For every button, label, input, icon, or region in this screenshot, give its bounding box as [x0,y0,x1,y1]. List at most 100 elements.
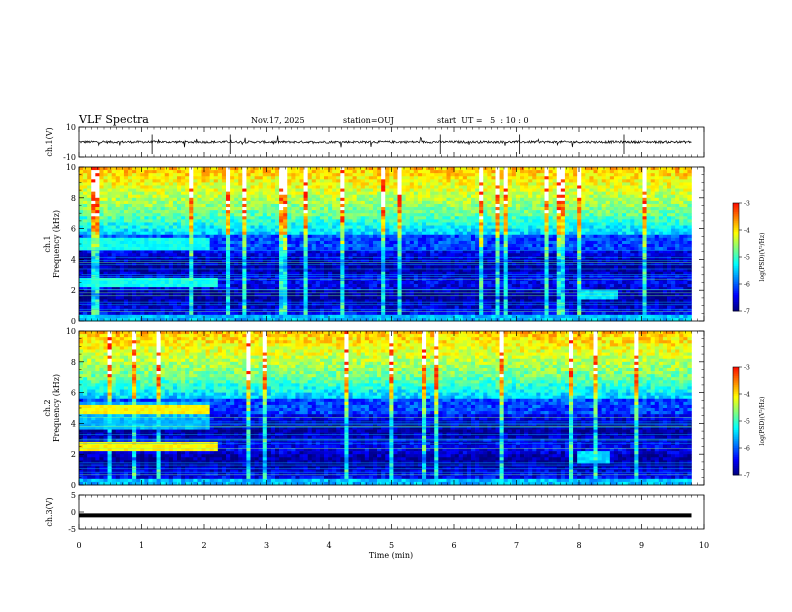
spectrogram-cell [475,219,480,223]
spectrogram-cell [454,216,460,220]
spectrogram-cell [328,234,333,239]
spectrogram-cell [250,290,255,294]
spectrogram-cell [177,311,182,316]
spectrogram-cell [258,191,264,196]
spectrogram-cell [128,302,133,306]
spectrogram-cell [221,265,227,269]
spectrogram-cell [217,210,223,214]
spectrogram-cell [270,302,276,306]
spectrogram-cell [450,219,455,223]
spectrogram-cell [95,179,100,183]
spectrogram-cell [471,191,476,196]
spectrogram-cell [438,207,443,211]
spectrogram-cell [287,210,292,214]
spectrogram-cell [172,287,178,291]
spectrogram-cell [275,317,280,322]
spectrogram-cell [144,277,149,282]
spectrogram-cell [177,237,182,242]
spectrogram-cell [209,311,215,316]
spectrogram-cell [442,225,447,229]
spectrogram-cell [377,225,382,229]
spectrogram-cell [79,308,84,313]
spectrogram-cell [91,259,96,263]
spectrogram-cell [434,194,439,199]
spectrogram-cell [266,188,272,192]
spectrogram-cell [471,170,476,174]
spectrogram-cell [83,185,88,189]
spectrogram-cell [164,179,170,183]
spectrogram-cell [471,265,476,269]
spectrogram-cell [434,219,439,223]
spectrogram-cell [111,317,117,322]
spectrogram-cell [340,219,345,223]
spectrogram-cell [446,247,451,251]
spectrogram-cell [242,228,247,232]
spectrogram-cell [434,191,439,196]
spectrogram-cell [103,311,108,316]
spectrogram-cell [291,259,296,263]
spectrogram-cell [201,200,206,205]
spectrogram-cell [123,176,129,180]
spectrogram-cell [434,290,439,294]
spectrogram-cell [291,191,296,196]
spectrogram-cell [160,197,166,202]
spectrogram-cell [389,305,394,309]
spectrogram-cell [430,216,435,220]
spectrogram-cell [332,240,337,245]
spectrogram-cell [177,265,182,269]
spectrogram-cell [181,234,186,239]
spectrogram-cell [181,240,186,245]
spectrogram-cell [177,299,182,303]
spectrogram-cell [119,182,125,186]
spectrogram-cell [238,231,243,236]
spectrogram-cell [356,234,362,239]
spectrogram-cell [181,170,186,174]
spectrogram-cell [422,265,427,269]
spectrogram-cell [123,259,129,263]
spectrogram-cell [360,176,366,180]
spectrogram-cell [311,231,317,236]
spectrogram-cell [377,167,382,171]
spectrogram-cell [185,259,190,263]
spectrogram-cell [471,203,476,208]
spectrogram-cell [397,225,402,229]
spectrogram-cell [360,228,366,232]
spectrogram-cell [356,284,362,288]
spectrogram-cell [324,268,329,273]
spectrogram-cell [389,216,394,220]
spectrogram-cell [258,253,264,257]
spectrogram-cell [99,173,104,177]
spectrogram-cell [242,203,247,208]
spectrogram-cell [95,173,100,177]
spectrogram-cell [148,287,153,291]
spectrogram-cell [258,280,264,285]
spectrogram-cell [430,271,435,276]
spectrogram-cell [405,268,411,273]
spectrogram-cell [377,271,382,276]
spectrogram-cell [266,293,272,297]
spectrogram-cell [328,225,333,229]
spectrogram-cell [299,299,304,303]
spectrogram-cell [426,203,431,208]
spectrogram-cell [270,271,276,276]
spectrogram-cell [234,250,239,254]
spectrogram-cell [381,213,386,217]
spectrogram-cell [201,271,206,276]
spectrogram-cell [458,176,464,180]
spectrogram-cell [348,167,353,171]
spectrogram-cell [475,308,480,313]
spectrogram-cell [87,268,92,273]
spectrogram-cell [381,311,386,316]
spectrogram-cell [172,203,178,208]
spectrogram-cell [328,302,333,306]
spectrogram-cell [132,231,137,236]
spectrogram-cell [450,271,455,276]
spectrogram-cell [471,231,476,236]
spectrogram-cell [405,234,411,239]
spectrogram-cell [364,237,370,242]
spectrogram-cell [430,225,435,229]
spectrogram-cell [348,222,353,226]
spectrogram-cell [413,210,419,214]
spectrogram-cell [360,234,366,239]
spectrogram-cell [450,176,455,180]
